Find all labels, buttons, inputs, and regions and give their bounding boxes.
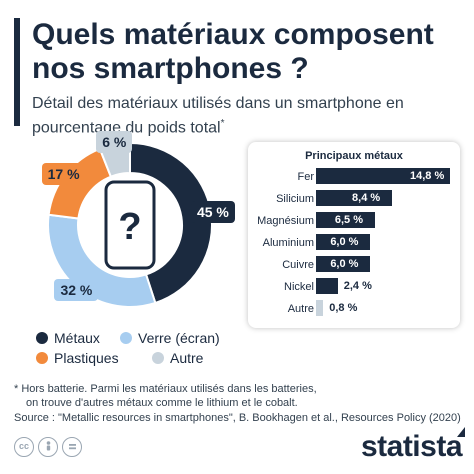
bar-0 [316, 168, 450, 184]
title-accent-bar [14, 18, 20, 126]
bar-row-4: Cuivre 6,0 % [248, 256, 460, 274]
bar-value-label-1: 8,4 % [352, 192, 381, 204]
bar-value-label-5: 2,4 % [343, 280, 372, 292]
bar-value-label-6: 0,8 % [329, 302, 358, 314]
bar-2 [316, 212, 375, 228]
brand-mark-icon [457, 427, 465, 437]
bar-category-label-0: Fer [297, 171, 315, 183]
equals-icon[interactable] [62, 437, 82, 457]
subtitle-footnote-mark: * [220, 118, 225, 129]
legend-item-plastiques: Plastiques [36, 350, 119, 366]
bar-value-label-2: 6,5 % [334, 214, 363, 226]
bar-value-label-4: 6,0 % [330, 258, 359, 270]
bar-row-6: Autre 0,8 % [248, 300, 460, 318]
donut-label-1: 32 % [54, 278, 99, 301]
footnote-line-1: * Hors batterie. Parmi les matériaux uti… [14, 383, 317, 395]
legend-label-metaux: Métaux [54, 330, 100, 346]
legend-swatch-autre [152, 352, 164, 364]
metals-panel-title: Principaux métaux [305, 150, 403, 162]
bar-4 [316, 256, 371, 272]
footnote-line-2: on trouve d'autres métaux comme le lithi… [26, 397, 298, 409]
bar-category-label-3: Aluminium [262, 237, 314, 249]
bar-3 [316, 234, 371, 250]
bar-category-label-5: Nickel [284, 281, 314, 293]
bar-row-5: Nickel 2,4 % [248, 278, 460, 296]
legend-item-autre: Autre [152, 350, 203, 366]
bar-row-3: Aluminium 6,0 % [248, 234, 460, 252]
legend-swatch-verre [120, 332, 132, 344]
person-icon[interactable] [38, 437, 58, 457]
bar-row-1: Silicium 8,4 % [248, 190, 460, 208]
bar-5 [316, 278, 338, 294]
person-icon-glyph [46, 441, 50, 451]
bar-value-label-0: 14,8 % [410, 170, 445, 182]
legend-swatch-plastiques [36, 352, 48, 364]
metals-panel: Principaux métaux Fer 14,8 % Silicium 8,4 %… [248, 142, 460, 328]
legend-swatch-metaux [36, 332, 48, 344]
legend-label-verre: Verre (écran) [138, 330, 220, 346]
equals-icon-glyph [68, 444, 76, 450]
chart-subtitle: Détail des matériaux utilisés dans un sm… [32, 94, 462, 138]
question-mark-icon: ? [118, 206, 141, 248]
smartphone-icon [104, 180, 156, 270]
bar-row-0: Fer 14,8 % [248, 168, 460, 186]
bar-category-label-1: Silicium [276, 193, 314, 205]
statista-logo[interactable]: statista [360, 430, 463, 463]
donut-label-3: 6 % [96, 131, 133, 154]
bar-1 [316, 190, 393, 206]
bar-row-2: Magnésium 6,5 % [248, 212, 460, 230]
bar-6 [316, 300, 324, 316]
donut-label-0: 45 % [190, 200, 235, 223]
subtitle-text: Détail des matériaux utilisés dans un sm… [32, 95, 404, 137]
legend-label-autre: Autre [170, 350, 204, 366]
legend-item-metaux: Métaux [36, 330, 100, 346]
cc-icon[interactable]: cc [14, 437, 34, 457]
legend-label-plastiques: Plastiques [54, 350, 119, 366]
donut-slice-0 [129, 141, 213, 305]
footnote: * Hors batterie. Parmi les matériaux uti… [14, 382, 464, 410]
bar-category-label-6: Autre [287, 303, 314, 315]
bar-category-label-4: Cuivre [282, 259, 314, 271]
bar-category-label-2: Magnésium [257, 215, 314, 227]
legend-item-verre: Verre (écran) [120, 330, 220, 346]
bar-value-label-3: 6,0 % [330, 236, 359, 248]
source-note: Source : "Metallic resources in smartpho… [14, 412, 461, 424]
donut-label-2: 17 % [41, 162, 86, 185]
donut-chart: ? [47, 141, 213, 308]
chart-title: Quels matériaux composent nos smartphone… [32, 18, 434, 85]
